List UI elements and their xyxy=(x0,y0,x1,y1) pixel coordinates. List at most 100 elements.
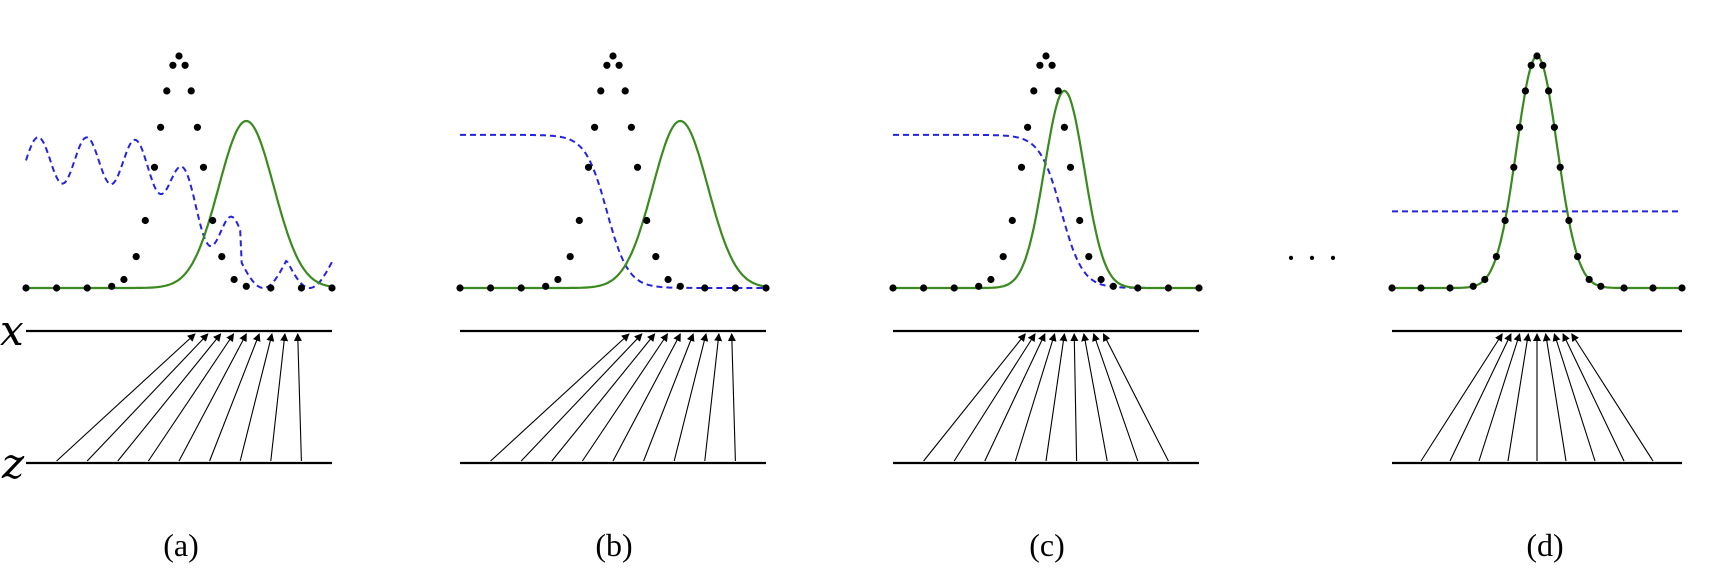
mapping-arrow xyxy=(293,333,302,462)
real-data-point xyxy=(1109,282,1117,290)
discriminator-curve xyxy=(25,136,333,290)
mapping-arrow xyxy=(1045,333,1068,462)
mapping-arrow xyxy=(1478,333,1522,462)
real-data-point xyxy=(456,284,464,292)
real-data-point xyxy=(267,284,275,292)
real-data-point xyxy=(1024,123,1032,131)
mapping-arrow xyxy=(1449,333,1512,462)
real-data-point xyxy=(889,284,897,292)
real-data-point xyxy=(297,284,305,292)
mapping-arrow xyxy=(270,333,289,462)
real-data-point xyxy=(615,61,623,69)
real-data-point xyxy=(633,163,642,171)
mapping-arrow xyxy=(704,333,723,462)
real-data-point xyxy=(53,284,61,292)
real-data-point xyxy=(209,216,217,225)
mapping-arrow xyxy=(1103,333,1169,462)
real-data-point xyxy=(542,282,550,290)
generator-distribution-curve xyxy=(893,89,1199,290)
mapping-arrow xyxy=(1552,333,1596,462)
real-data-point xyxy=(1417,284,1425,292)
real-data-point xyxy=(1076,216,1084,225)
mapping-arrow xyxy=(209,333,261,462)
real-data-point xyxy=(731,284,740,292)
panel-a xyxy=(22,52,336,465)
real-data-point xyxy=(230,275,238,284)
real-data-point xyxy=(175,52,183,60)
real-data-point xyxy=(627,123,636,131)
real-data-point xyxy=(1054,87,1062,95)
mapping-arrow xyxy=(86,333,209,462)
real-data-point xyxy=(554,275,562,284)
real-data-point xyxy=(1597,282,1605,290)
real-data-point xyxy=(1516,123,1524,131)
real-data-point xyxy=(218,253,226,261)
real-data-point xyxy=(1085,253,1093,261)
real-data-point xyxy=(1017,163,1026,171)
real-data-point xyxy=(108,282,116,290)
caption-d: (d) xyxy=(1526,527,1563,563)
real-data-point xyxy=(1134,284,1142,292)
real-data-point xyxy=(920,284,928,292)
real-data-point xyxy=(575,216,583,225)
real-data-point xyxy=(1481,275,1489,284)
generator-distribution-curve xyxy=(26,119,333,290)
discriminator-curve xyxy=(460,133,766,289)
real-data-point xyxy=(643,216,651,225)
mapping-arrow xyxy=(1081,333,1108,462)
mapping-arrow xyxy=(56,333,196,462)
mapping-arrow xyxy=(1070,333,1079,462)
real-data-point xyxy=(1585,275,1593,284)
mapping-arrow xyxy=(612,333,681,462)
mapping-arrow xyxy=(953,333,1036,462)
real-data-point xyxy=(701,284,709,292)
caption-c: (c) xyxy=(1029,527,1065,563)
real-data-point xyxy=(1492,253,1500,261)
mapping-arrow xyxy=(581,333,669,462)
real-data-point xyxy=(1036,61,1044,69)
real-data-point xyxy=(132,253,140,261)
real-data-point xyxy=(1008,216,1016,225)
real-data-point xyxy=(157,123,165,131)
mapping-arrow xyxy=(520,333,643,462)
mapping-arrow xyxy=(1542,333,1567,462)
real-data-point xyxy=(328,284,336,292)
real-data-point xyxy=(1469,282,1477,290)
mapping-arrow xyxy=(984,333,1046,462)
mapping-arrow xyxy=(178,333,247,462)
mapping-arrow xyxy=(490,333,630,462)
real-data-point xyxy=(22,284,30,292)
real-data-point xyxy=(1620,284,1628,292)
mapping-arrow xyxy=(551,333,656,462)
panel-c xyxy=(889,52,1203,465)
real-data-point xyxy=(1048,61,1056,69)
mapping-arrow xyxy=(1014,333,1057,462)
real-data-point xyxy=(597,87,605,95)
real-data-point xyxy=(1527,61,1535,69)
real-data-point xyxy=(1545,87,1553,95)
real-data-point xyxy=(999,253,1007,261)
mapping-arrow xyxy=(1092,333,1139,462)
real-data-point xyxy=(1565,216,1573,225)
real-data-point xyxy=(950,284,958,292)
real-data-point xyxy=(487,284,495,292)
real-data-point xyxy=(1539,61,1547,69)
mapping-arrow xyxy=(923,333,1026,462)
real-data-point xyxy=(621,87,629,95)
real-data-point xyxy=(83,284,91,292)
mapping-arrow xyxy=(117,333,222,462)
real-data-point xyxy=(1501,216,1509,225)
mapping-arrow xyxy=(147,333,235,462)
mapping-arrow xyxy=(673,333,709,462)
real-data-point xyxy=(242,282,250,290)
real-data-point xyxy=(1556,163,1564,171)
mapping-arrow xyxy=(1420,333,1503,462)
real-data-point xyxy=(676,282,684,290)
real-data-point xyxy=(1164,284,1172,292)
real-data-point xyxy=(181,61,189,69)
panel-d xyxy=(1388,52,1686,465)
caption-a: (a) xyxy=(163,527,199,563)
real-data-point xyxy=(1042,52,1050,60)
real-data-point xyxy=(664,275,672,284)
